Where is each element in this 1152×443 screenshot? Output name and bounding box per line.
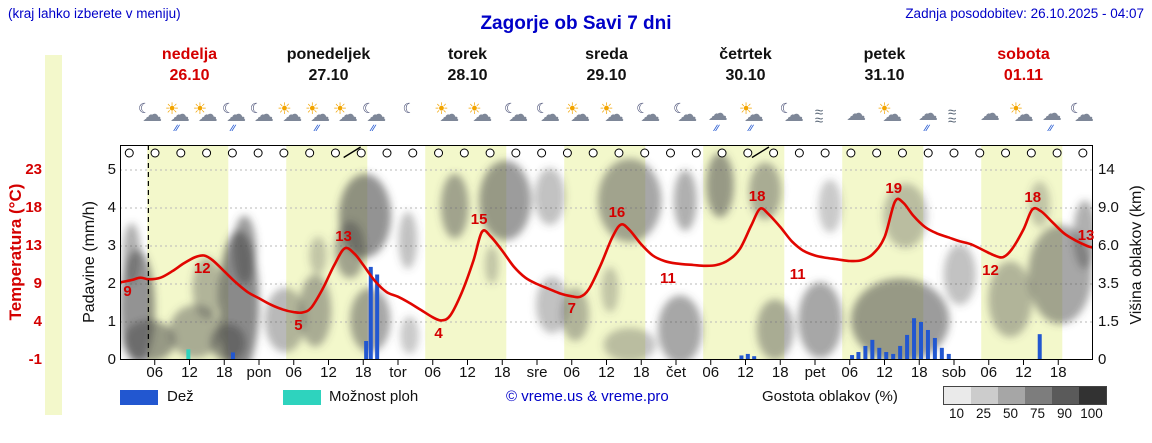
density-segment-50 (998, 387, 1025, 404)
cloud-height-axis-title: Višina oblakov (km) (1128, 185, 1145, 325)
density-segment-90 (1052, 387, 1079, 404)
menu-hint: (kraj lahko izberete v meniju) (8, 6, 181, 21)
rain-legend-swatch (120, 390, 158, 405)
cloud-shapes (120, 152, 1093, 360)
plot-frame (120, 145, 1093, 360)
shower-legend-label: Možnost ploh (329, 388, 419, 405)
shower-legend-swatch (283, 390, 321, 405)
copyright-link[interactable]: © vreme.us & vreme.pro (506, 388, 669, 405)
left-accent-strip (45, 55, 62, 415)
temperature-axis-title: Temperatura (°C) (6, 183, 25, 321)
last-update: Zadnja posodobitev: 26.10.2025 - 04:07 (905, 6, 1144, 21)
density-segment-100 (1079, 387, 1106, 404)
cloud-density-legend-label: Gostota oblakov (%) (762, 388, 898, 405)
symbol-row (124, 146, 1088, 159)
page-title: Zagorje ob Savi 7 dni (480, 13, 672, 34)
density-segment-10 (944, 387, 971, 404)
rain-legend-label: Dež (167, 388, 194, 405)
density-segment-75 (1025, 387, 1052, 404)
rain-bars (186, 266, 1042, 360)
cloud-density-gradient-bar (943, 386, 1107, 405)
temperature-curve (120, 197, 1093, 322)
precip-axis-title: Padavine (mm/h) (81, 201, 98, 323)
axis-ticks (154, 360, 1059, 365)
density-segment-25 (971, 387, 998, 404)
